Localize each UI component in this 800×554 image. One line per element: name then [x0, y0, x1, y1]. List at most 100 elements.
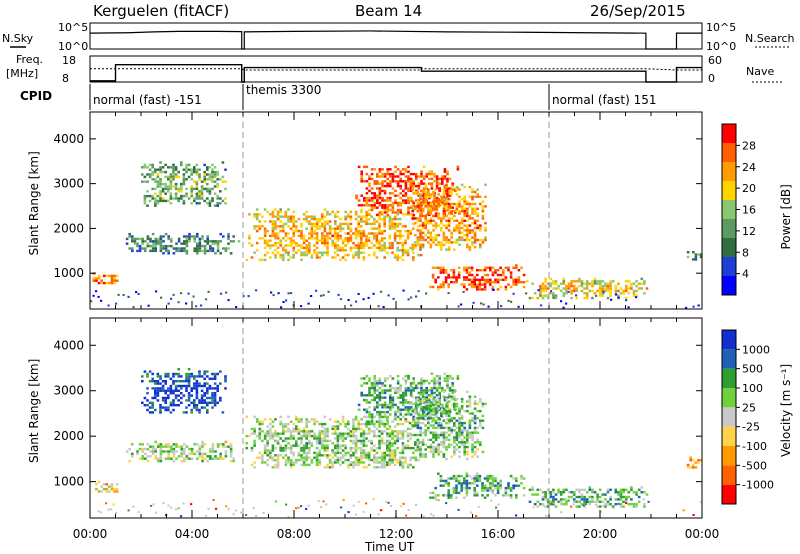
range-time-cell	[491, 479, 495, 483]
range-time-cell	[198, 408, 201, 412]
range-time-cell	[473, 494, 476, 497]
range-time-cell	[190, 408, 193, 412]
range-time-cell	[463, 441, 466, 444]
range-time-cell	[507, 494, 510, 497]
range-time-cell	[282, 253, 285, 257]
range-time-cell	[572, 500, 576, 503]
range-time-cell	[201, 237, 204, 241]
range-time-cell	[368, 182, 371, 185]
range-time-cell	[151, 401, 154, 404]
range-time-cell	[455, 405, 459, 408]
range-time-cell	[282, 237, 285, 240]
range-time-cell	[188, 452, 191, 456]
range-time-cell	[263, 434, 267, 438]
nsearch-tick-high: 10^5	[706, 21, 736, 34]
range-time-cell	[471, 241, 474, 244]
range-time-cell	[391, 454, 394, 457]
range-time-cell	[263, 234, 267, 238]
range-time-cell	[370, 196, 374, 200]
range-time-cell	[250, 449, 254, 452]
range-time-cell	[479, 226, 482, 230]
ground-scatter-cell	[372, 498, 375, 501]
range-time-cell	[219, 178, 222, 181]
range-time-cell	[211, 178, 214, 181]
range-time-cell	[334, 432, 337, 435]
range-time-cell	[407, 413, 410, 416]
range-time-cell	[441, 386, 444, 390]
range-time-cell	[437, 445, 440, 449]
range-time-cell	[315, 222, 319, 226]
range-time-cell	[439, 484, 443, 487]
range-time-cell	[393, 458, 397, 462]
range-time-cell	[308, 430, 311, 433]
range-time-cell	[315, 456, 319, 459]
range-time-cell	[211, 447, 215, 451]
ground-scatter-cell	[235, 306, 238, 308]
range-time-cell	[219, 197, 222, 200]
range-time-cell	[406, 466, 410, 469]
range-time-cell	[445, 248, 448, 251]
range-time-cell	[201, 440, 204, 444]
range-time-cell	[640, 486, 644, 489]
range-time-cell	[404, 444, 407, 447]
range-time-cell	[164, 450, 168, 453]
ground-scatter-cell	[425, 292, 428, 295]
range-time-cell	[334, 458, 337, 462]
range-time-cell	[279, 446, 282, 450]
range-time-cell	[424, 193, 427, 196]
colorbar-swatch	[722, 330, 736, 350]
range-time-cell	[619, 495, 623, 499]
range-time-cell	[295, 225, 298, 228]
range-time-cell	[295, 442, 298, 445]
range-time-cell	[143, 404, 147, 407]
range-time-cell	[420, 175, 423, 178]
range-time-cell	[424, 202, 427, 206]
range-time-cell	[401, 451, 405, 455]
range-time-cell	[128, 247, 131, 250]
range-time-cell	[415, 184, 418, 188]
range-time-cell	[389, 401, 392, 404]
range-time-cell	[416, 193, 420, 196]
range-time-cell	[365, 415, 368, 419]
range-time-cell	[539, 503, 542, 506]
range-time-cell	[326, 246, 329, 250]
range-time-cell	[484, 195, 487, 198]
range-time-cell	[378, 222, 381, 226]
range-time-cell	[190, 187, 193, 191]
ground-scatter-cell	[295, 507, 298, 510]
ground-scatter-cell	[92, 294, 95, 297]
range-time-cell	[326, 432, 329, 435]
range-time-cell	[455, 186, 459, 189]
range-time-cell	[271, 220, 275, 223]
range-time-cell	[362, 220, 366, 223]
range-time-cell	[271, 232, 275, 235]
range-time-cell	[326, 249, 329, 252]
range-time-cell	[378, 466, 381, 469]
ground-scatter-cell	[225, 291, 228, 294]
range-time-cell	[396, 253, 399, 257]
range-time-cell	[424, 238, 427, 242]
range-time-cell	[404, 458, 407, 462]
colorbar-tick-label: -25	[742, 421, 760, 434]
range-time-cell	[378, 418, 382, 421]
range-time-cell	[370, 187, 374, 190]
range-time-cell	[596, 495, 599, 499]
range-time-cell	[606, 289, 610, 293]
range-time-cell	[421, 409, 425, 413]
range-time-cell	[381, 384, 384, 387]
range-time-cell	[253, 430, 256, 433]
range-time-cell	[354, 430, 358, 433]
ground-scatter-cell	[380, 509, 383, 512]
range-time-cell	[450, 419, 453, 422]
range-time-cell	[376, 201, 379, 205]
range-time-cell	[370, 418, 374, 421]
range-time-cell	[289, 420, 293, 423]
range-time-cell	[536, 488, 540, 491]
range-time-cell	[419, 453, 422, 456]
range-time-cell	[441, 175, 444, 178]
range-time-cell	[483, 486, 487, 490]
range-time-cell	[308, 451, 311, 455]
colorbar-swatch	[722, 276, 736, 295]
range-time-cell	[373, 182, 376, 185]
range-time-cell	[357, 204, 361, 207]
